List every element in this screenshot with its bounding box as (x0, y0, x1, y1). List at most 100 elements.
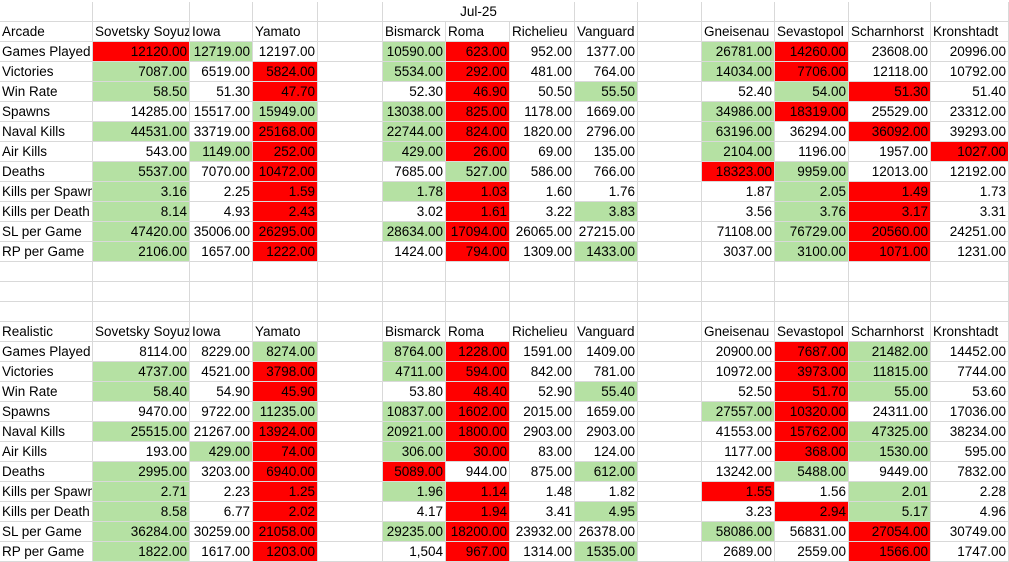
data-cell[interactable]: 4521.00 (190, 362, 253, 382)
data-cell[interactable]: 6.77 (190, 502, 253, 522)
data-cell[interactable]: 1377.00 (575, 42, 638, 62)
data-cell[interactable]: 764.00 (575, 62, 638, 82)
data-cell[interactable]: 2015.00 (510, 402, 575, 422)
column-header[interactable]: Bismarck (383, 322, 446, 342)
data-cell[interactable]: 5824.00 (253, 62, 318, 82)
data-cell[interactable]: 10837.00 (383, 402, 446, 422)
row-label[interactable]: Kills per Death (0, 202, 93, 222)
data-cell[interactable]: 1530.00 (849, 442, 931, 462)
data-cell[interactable]: 481.00 (510, 62, 575, 82)
data-cell[interactable] (638, 362, 702, 382)
data-cell[interactable]: 28634.00 (383, 222, 446, 242)
data-cell[interactable]: 612.00 (575, 462, 638, 482)
data-cell[interactable] (638, 382, 702, 402)
grid-cell[interactable] (510, 282, 575, 302)
grid-cell[interactable] (775, 262, 849, 282)
data-cell[interactable]: 38234.00 (931, 422, 1009, 442)
sheet-title[interactable]: Jul-25 (383, 2, 575, 22)
data-cell[interactable]: 17094.00 (446, 222, 510, 242)
data-cell[interactable]: 5488.00 (775, 462, 849, 482)
data-cell[interactable]: 2.23 (190, 482, 253, 502)
data-cell[interactable]: 2.71 (93, 482, 190, 502)
data-cell[interactable]: 30.00 (446, 442, 510, 462)
grid-cell[interactable] (93, 262, 190, 282)
row-label[interactable]: Spawns (0, 102, 93, 122)
column-header[interactable]: Vanguard (575, 322, 638, 342)
data-cell[interactable]: 1231.00 (931, 242, 1009, 262)
grid-cell[interactable] (190, 2, 253, 22)
grid-cell[interactable] (446, 302, 510, 322)
column-header[interactable]: Bismarck (383, 22, 446, 42)
data-cell[interactable]: 52.50 (702, 382, 775, 402)
grid-cell[interactable] (383, 302, 446, 322)
data-cell[interactable]: 27557.00 (702, 402, 775, 422)
data-cell[interactable]: 825.00 (446, 102, 510, 122)
data-cell[interactable]: 24251.00 (931, 222, 1009, 242)
grid-cell[interactable] (93, 302, 190, 322)
data-cell[interactable]: 25529.00 (849, 102, 931, 122)
data-cell[interactable]: 8114.00 (93, 342, 190, 362)
data-cell[interactable]: 2104.00 (702, 142, 775, 162)
data-cell[interactable]: 124.00 (575, 442, 638, 462)
data-cell[interactable]: 2.43 (253, 202, 318, 222)
data-cell[interactable]: 429.00 (190, 442, 253, 462)
row-label[interactable]: Win Rate (0, 82, 93, 102)
data-cell[interactable]: 9449.00 (849, 462, 931, 482)
data-cell[interactable]: 26781.00 (702, 42, 775, 62)
data-cell[interactable]: 7070.00 (190, 162, 253, 182)
data-cell[interactable]: 7687.00 (775, 342, 849, 362)
data-cell[interactable]: 1.48 (510, 482, 575, 502)
grid-cell[interactable] (446, 262, 510, 282)
grid-cell[interactable] (931, 262, 1009, 282)
data-cell[interactable]: 44531.00 (93, 122, 190, 142)
data-cell[interactable]: 47325.00 (849, 422, 931, 442)
grid-cell[interactable] (383, 282, 446, 302)
grid-cell[interactable] (575, 302, 638, 322)
grid-cell[interactable] (931, 302, 1009, 322)
data-cell[interactable]: 10320.00 (775, 402, 849, 422)
data-cell[interactable]: 3.83 (575, 202, 638, 222)
data-cell[interactable]: 1.76 (575, 182, 638, 202)
grid-cell[interactable] (575, 2, 638, 22)
data-cell[interactable]: 1822.00 (93, 542, 190, 562)
data-cell[interactable]: 3.23 (702, 502, 775, 522)
row-label[interactable]: Kills per Death (0, 502, 93, 522)
data-cell[interactable]: 58.40 (93, 382, 190, 402)
data-cell[interactable]: 58.50 (93, 82, 190, 102)
data-cell[interactable]: 20560.00 (849, 222, 931, 242)
grid-cell[interactable] (510, 262, 575, 282)
data-cell[interactable]: 1800.00 (446, 422, 510, 442)
data-cell[interactable]: 2995.00 (93, 462, 190, 482)
data-cell[interactable]: 1228.00 (446, 342, 510, 362)
data-cell[interactable] (638, 162, 702, 182)
data-cell[interactable] (318, 522, 383, 542)
data-cell[interactable]: 1177.00 (702, 442, 775, 462)
data-cell[interactable]: 23608.00 (849, 42, 931, 62)
grid-cell[interactable] (253, 2, 318, 22)
data-cell[interactable] (638, 542, 702, 562)
row-label[interactable]: Games Played (0, 342, 93, 362)
data-cell[interactable]: 11815.00 (849, 362, 931, 382)
data-cell[interactable]: 3203.00 (190, 462, 253, 482)
data-cell[interactable]: 5089.00 (383, 462, 446, 482)
data-cell[interactable]: 4.96 (931, 502, 1009, 522)
data-cell[interactable]: 2.28 (931, 482, 1009, 502)
data-cell[interactable]: 1957.00 (849, 142, 931, 162)
data-cell[interactable] (318, 142, 383, 162)
data-cell[interactable]: 1747.00 (931, 542, 1009, 562)
data-cell[interactable] (318, 502, 383, 522)
data-cell[interactable]: 12719.00 (190, 42, 253, 62)
data-cell[interactable] (318, 442, 383, 462)
data-cell[interactable]: 7706.00 (775, 62, 849, 82)
data-cell[interactable]: 54.00 (775, 82, 849, 102)
data-cell[interactable]: 952.00 (510, 42, 575, 62)
data-cell[interactable]: 76729.00 (775, 222, 849, 242)
data-cell[interactable] (318, 342, 383, 362)
row-label[interactable]: Deaths (0, 162, 93, 182)
data-cell[interactable]: 12120.00 (93, 42, 190, 62)
data-cell[interactable] (638, 42, 702, 62)
grid-cell[interactable] (253, 282, 318, 302)
data-cell[interactable]: 7685.00 (383, 162, 446, 182)
data-cell[interactable]: 69.00 (510, 142, 575, 162)
data-cell[interactable]: 781.00 (575, 362, 638, 382)
